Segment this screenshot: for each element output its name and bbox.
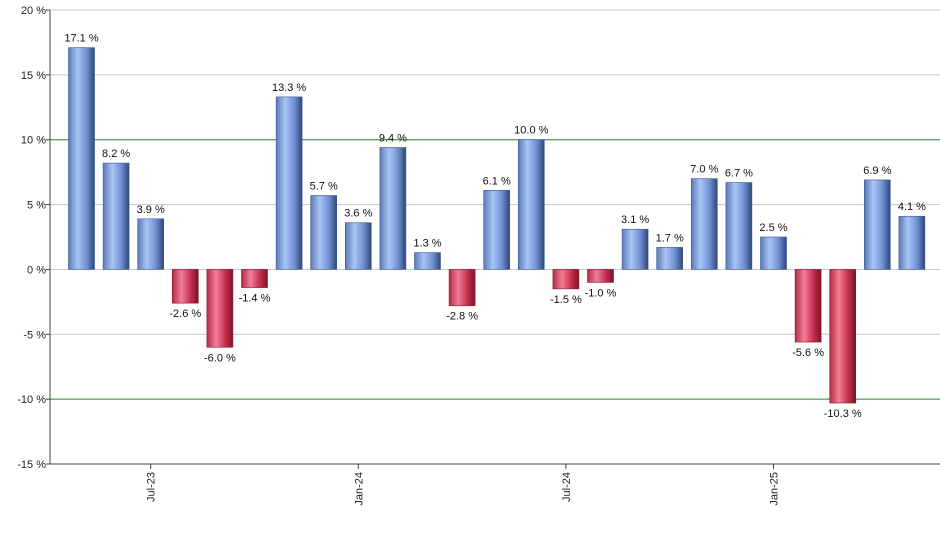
y-tick-label: 0 %: [27, 264, 46, 276]
bar-value-label: 13.3 %: [272, 82, 306, 94]
x-tick-label: Jul-24: [561, 472, 573, 502]
bar-value-label: -1.4 %: [239, 293, 271, 305]
y-tick-label: 10 %: [21, 135, 46, 147]
bar-positive: [725, 182, 753, 270]
bar-value-label: 6.1 %: [483, 175, 511, 187]
bar-value-label: 7.0 %: [690, 164, 718, 176]
y-tick-label: 20 %: [21, 5, 46, 17]
x-axis-tick-labels: Jul-23 Jan-24 Jul-24 Jan-25: [146, 464, 781, 506]
bar-value-label: -6.0 %: [204, 352, 236, 364]
bar-negative: [448, 269, 476, 307]
bar-value-label: -5.6 %: [792, 347, 824, 359]
bar-value-label: 6.7 %: [725, 168, 753, 180]
bars: [68, 47, 926, 404]
bar-positive: [690, 178, 718, 270]
y-tick-label: 15 %: [21, 70, 46, 82]
bar-value-label: -1.5 %: [550, 294, 582, 306]
bar-negative: [587, 269, 614, 283]
bar-positive: [414, 252, 441, 270]
bar-positive: [898, 215, 926, 270]
bar-positive: [483, 190, 511, 270]
bar-positive: [102, 162, 130, 270]
bar-value-label: 4.1 %: [898, 201, 926, 213]
bar-positive: [621, 228, 649, 270]
y-tick-label: 5 %: [27, 200, 46, 212]
x-tick-label: Jan-25: [769, 472, 781, 506]
bar-value-label: 1.3 %: [413, 238, 441, 250]
bar-positive: [379, 147, 407, 270]
bar-negative: [206, 269, 234, 348]
y-axis-tick-labels: 20 % 15 % 10 % 5 % 0 % -5 % -10 % -15 %: [17, 5, 46, 471]
bar-positive: [310, 195, 338, 270]
bar-value-label: 17.1 %: [64, 33, 98, 45]
bar-value-label: 3.1 %: [621, 214, 649, 226]
y-tick-label: -10 %: [17, 394, 46, 406]
bar-value-label: 6.9 %: [863, 165, 891, 177]
bar-value-label: 3.9 %: [137, 204, 165, 216]
bar-value-label: 1.7 %: [656, 232, 684, 244]
bar-value-label: 10.0 %: [514, 125, 548, 137]
bar-value-label: 5.7 %: [310, 180, 338, 192]
bar-positive: [344, 222, 372, 270]
bar-value-label: 8.2 %: [102, 148, 130, 160]
bar-value-label: -2.8 %: [446, 311, 478, 323]
bar-positive: [137, 218, 164, 270]
bar-positive: [275, 96, 303, 270]
bar-negative: [794, 269, 822, 343]
bar-value-label: 3.6 %: [344, 208, 372, 220]
axes: [49, 10, 940, 465]
bar-value-label: -1.0 %: [585, 287, 617, 299]
bar-negative: [172, 269, 199, 304]
bar-negative: [241, 269, 268, 288]
bar-value-label: -2.6 %: [169, 308, 201, 320]
bar-value-label: 2.5 %: [759, 222, 787, 234]
bar-value-label: 9.4 %: [379, 132, 407, 144]
bar-positive: [863, 179, 891, 270]
bar-positive: [656, 247, 684, 270]
bar-positive: [760, 236, 787, 270]
bar-positive: [517, 139, 545, 270]
x-tick-label: Jan-24: [353, 472, 365, 506]
y-tick-label: -15 %: [17, 459, 46, 471]
y-tick-label: -5 %: [23, 329, 46, 341]
bar-negative: [552, 269, 580, 290]
bar-value-label: -10.3 %: [824, 408, 862, 420]
bar-negative: [829, 269, 857, 404]
bar-positive: [68, 47, 95, 270]
value-labels: 17.1 % 8.2 % 3.9 % -2.6 % -6.0 % -1.4 % 13.3 %…: [64, 33, 926, 420]
x-tick-label: Jul-23: [146, 472, 158, 502]
